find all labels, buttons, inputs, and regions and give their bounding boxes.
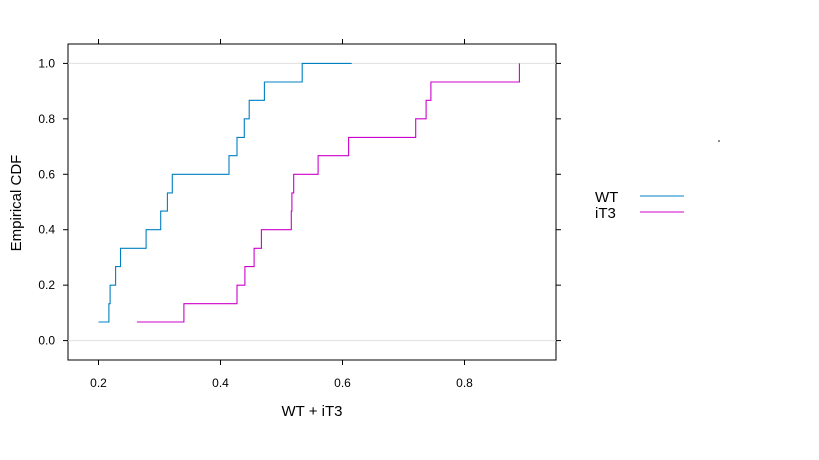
series-line-it3 <box>136 63 520 323</box>
series-line-wt <box>98 62 352 323</box>
y-tick-label: 0.4 <box>38 223 55 237</box>
stray-dot <box>718 140 720 142</box>
x-tick-label: 0.4 <box>212 376 229 390</box>
x-tick-label: 0.6 <box>334 376 351 390</box>
y-tick-label: 0.0 <box>38 334 55 348</box>
y-axis-title: Empirical CDF <box>8 155 25 252</box>
y-tick-label: 0.6 <box>38 167 55 181</box>
x-axis-title: WT + iT3 <box>282 403 343 420</box>
x-tick-label: 0.8 <box>456 376 473 390</box>
legend-label-it3: iT3 <box>595 205 616 222</box>
y-tick-label: 0.2 <box>38 278 55 292</box>
legend-label-wt: WT <box>595 189 618 206</box>
data-series <box>98 62 520 323</box>
plot-panel <box>67 43 557 361</box>
x-tick-label: 0.2 <box>90 376 107 390</box>
axis-ticks: 0.2 0.4 0.6 0.8 0.0 0.2 0.4 0.6 0.8 1.0 <box>38 39 561 390</box>
y-tick-label: 0.8 <box>38 112 55 126</box>
y-tick-label: 1.0 <box>38 56 55 70</box>
